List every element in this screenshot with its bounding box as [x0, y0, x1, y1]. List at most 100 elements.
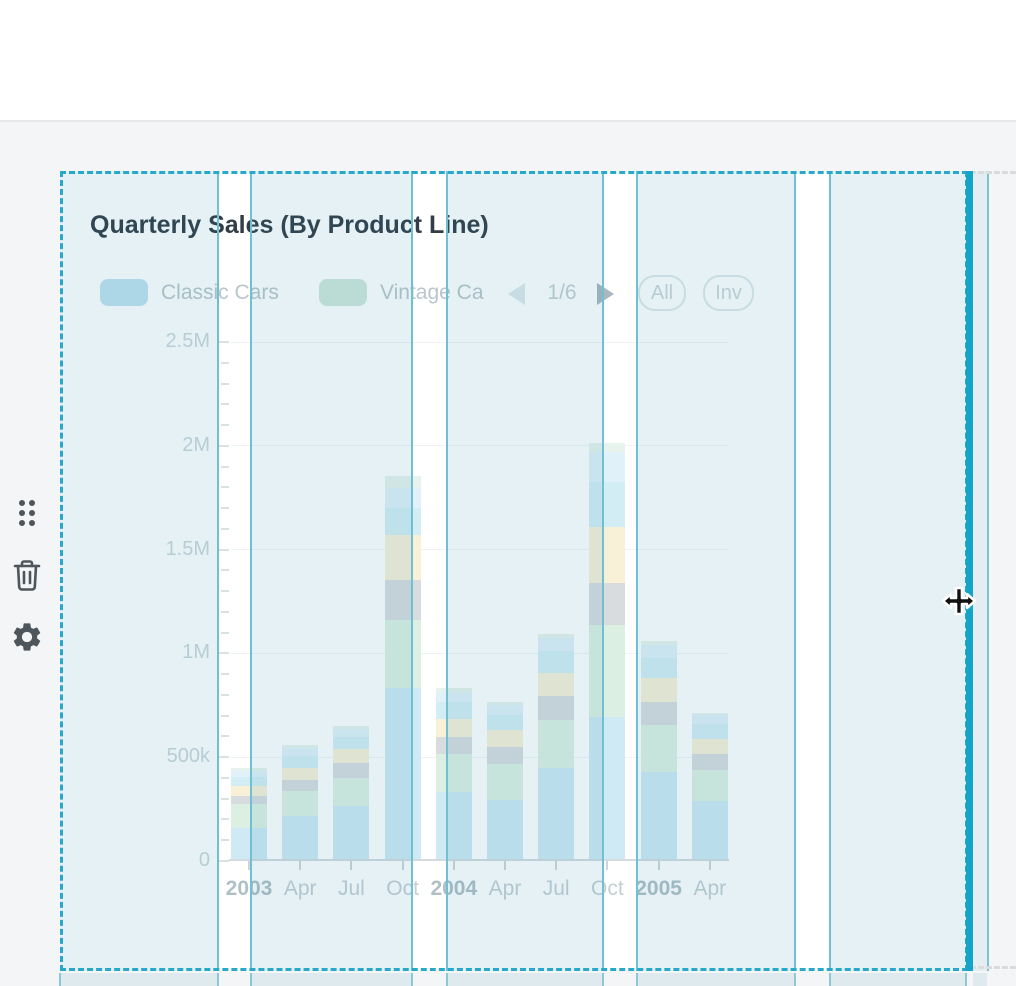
- gridline: [230, 652, 728, 654]
- bar-segment[interactable]: [435, 687, 472, 692]
- grid-row-dashed-guide-top: [970, 171, 1016, 174]
- bar-segment[interactable]: [282, 780, 319, 792]
- bar-segment[interactable]: [589, 451, 626, 482]
- gridline: [230, 756, 728, 758]
- bar-segment[interactable]: [691, 769, 728, 801]
- bar-segment[interactable]: [691, 712, 728, 715]
- bar-segment[interactable]: [282, 744, 319, 748]
- bar-segment[interactable]: [538, 695, 575, 720]
- bar-segment[interactable]: [384, 534, 421, 580]
- bar-segment[interactable]: [538, 651, 575, 674]
- resize-guide-bar[interactable]: [966, 171, 973, 971]
- bar-segment[interactable]: [435, 737, 472, 755]
- x-axis-label: Jul: [542, 877, 570, 900]
- bar-segment[interactable]: [589, 526, 626, 584]
- bar-segment[interactable]: [231, 803, 267, 828]
- grid-row-dashed-guide-bottom: [970, 966, 1016, 969]
- bar-segment[interactable]: [384, 507, 421, 535]
- bar-segment[interactable]: [282, 791, 319, 817]
- bar-segment[interactable]: [538, 673, 575, 696]
- y-axis-tick: [221, 424, 229, 427]
- legend-label-vintage-cars[interactable]: Vintage Ca: [380, 281, 484, 304]
- bar-segment[interactable]: [487, 702, 523, 706]
- bar-segment[interactable]: [538, 719, 575, 768]
- next-grid-column-line: [987, 171, 989, 971]
- bar-segment[interactable]: [640, 725, 677, 772]
- x-axis-label: 2003: [225, 877, 273, 900]
- bar-segment[interactable]: [384, 688, 421, 861]
- bar-segment[interactable]: [691, 800, 728, 861]
- bar-segment[interactable]: [589, 716, 626, 861]
- x-axis-label: Jul: [337, 877, 365, 900]
- y-axis-label: 1.5M: [165, 537, 210, 560]
- legend-swatch-classic-cars[interactable]: [100, 279, 148, 306]
- bar-segment[interactable]: [538, 633, 575, 638]
- drag-handle-icon[interactable]: [8, 494, 46, 532]
- bar-segment[interactable]: [435, 754, 472, 793]
- bar-segment[interactable]: [231, 770, 267, 778]
- bar-segment[interactable]: [640, 640, 677, 646]
- bar-segment[interactable]: [538, 637, 575, 652]
- bar-segment[interactable]: [282, 767, 319, 781]
- legend-inv-button[interactable]: Inv: [703, 275, 754, 311]
- legend-next-page-icon[interactable]: [597, 283, 614, 305]
- bar-segment[interactable]: [640, 657, 677, 679]
- bar-segment[interactable]: [231, 767, 267, 771]
- bar-segment[interactable]: [384, 487, 421, 508]
- bar-segment[interactable]: [333, 726, 370, 730]
- bar-segment[interactable]: [435, 792, 472, 861]
- bar-segment[interactable]: [231, 795, 267, 804]
- bar-segment[interactable]: [487, 764, 523, 800]
- bar-segment[interactable]: [487, 714, 523, 731]
- y-axis-label: 1M: [182, 641, 210, 664]
- bar-segment[interactable]: [435, 691, 472, 703]
- bar-segment[interactable]: [231, 827, 267, 861]
- bar-segment[interactable]: [640, 678, 677, 703]
- bar-segment[interactable]: [487, 746, 523, 765]
- bar-segment[interactable]: [640, 645, 677, 658]
- bar-segment[interactable]: [282, 816, 319, 861]
- legend-prev-page-icon[interactable]: [508, 283, 525, 305]
- x-axis-tick: [401, 861, 404, 870]
- bar-segment[interactable]: [538, 767, 575, 861]
- bar-segment[interactable]: [487, 730, 523, 747]
- y-axis-tick: [219, 860, 229, 862]
- trash-icon[interactable]: [8, 556, 46, 594]
- bar-segment[interactable]: [640, 771, 677, 861]
- bar-segment[interactable]: [231, 777, 267, 786]
- legend-swatch-vintage-cars[interactable]: [319, 279, 367, 306]
- bar-segment[interactable]: [231, 785, 267, 796]
- bar-segment[interactable]: [589, 481, 626, 527]
- bar-segment[interactable]: [691, 738, 728, 755]
- bar-segment[interactable]: [640, 702, 677, 725]
- bar-segment[interactable]: [589, 583, 626, 625]
- bar-segment[interactable]: [333, 805, 370, 861]
- bar-segment[interactable]: [487, 705, 523, 715]
- settings-gear-icon[interactable]: [8, 618, 46, 656]
- bar-segment[interactable]: [435, 702, 472, 719]
- y-axis-tick: [221, 361, 229, 364]
- bar-segment[interactable]: [333, 748, 370, 764]
- bar-segment[interactable]: [282, 747, 319, 757]
- bar-segment[interactable]: [691, 754, 728, 770]
- bar-segment[interactable]: [384, 579, 421, 620]
- bar-segment[interactable]: [282, 756, 319, 768]
- y-axis-tick: [221, 776, 229, 779]
- bar-segment[interactable]: [333, 729, 370, 738]
- bar-segment[interactable]: [384, 475, 421, 488]
- bar-segment[interactable]: [333, 763, 370, 778]
- bar-segment[interactable]: [691, 714, 728, 724]
- bar-segment[interactable]: [333, 737, 370, 749]
- legend-label-classic-cars[interactable]: Classic Cars: [161, 281, 279, 304]
- legend-all-button[interactable]: All: [638, 275, 686, 311]
- card-title: Quarterly Sales (By Product Line): [90, 211, 489, 239]
- bar-segment[interactable]: [435, 718, 472, 738]
- x-axis-tick: [350, 861, 353, 870]
- bar-segment[interactable]: [589, 624, 626, 717]
- bar-segment[interactable]: [487, 799, 523, 861]
- bar-segment[interactable]: [384, 619, 421, 689]
- bar-segment[interactable]: [333, 777, 370, 806]
- bar-segment[interactable]: [589, 442, 626, 452]
- bar-segment[interactable]: [691, 723, 728, 739]
